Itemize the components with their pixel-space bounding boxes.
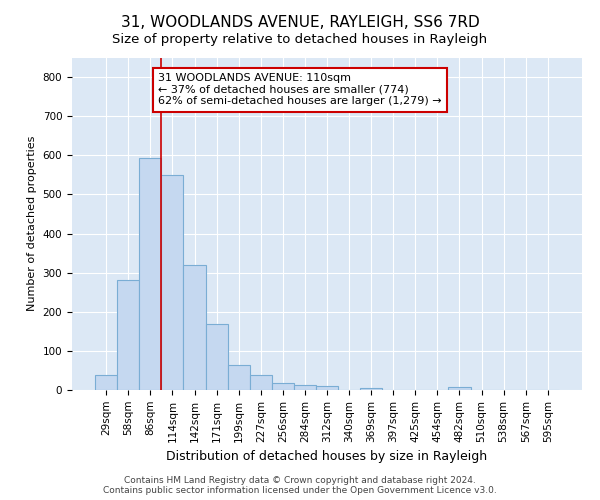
Bar bbox=[360, 388, 382, 390]
Bar bbox=[448, 387, 470, 390]
Text: 31, WOODLANDS AVENUE, RAYLEIGH, SS6 7RD: 31, WOODLANDS AVENUE, RAYLEIGH, SS6 7RD bbox=[121, 15, 479, 30]
Bar bbox=[161, 175, 184, 390]
Bar bbox=[95, 375, 117, 390]
Bar bbox=[117, 280, 139, 390]
Bar bbox=[206, 324, 227, 390]
Y-axis label: Number of detached properties: Number of detached properties bbox=[27, 136, 37, 312]
Text: Contains HM Land Registry data © Crown copyright and database right 2024.
Contai: Contains HM Land Registry data © Crown c… bbox=[103, 476, 497, 495]
Bar bbox=[250, 375, 272, 390]
Bar bbox=[316, 386, 338, 390]
Bar bbox=[139, 158, 161, 390]
Text: Size of property relative to detached houses in Rayleigh: Size of property relative to detached ho… bbox=[112, 32, 488, 46]
Bar bbox=[272, 383, 294, 390]
X-axis label: Distribution of detached houses by size in Rayleigh: Distribution of detached houses by size … bbox=[166, 450, 488, 463]
Bar bbox=[184, 265, 206, 390]
Bar bbox=[294, 386, 316, 390]
Text: 31 WOODLANDS AVENUE: 110sqm
← 37% of detached houses are smaller (774)
62% of se: 31 WOODLANDS AVENUE: 110sqm ← 37% of det… bbox=[158, 73, 442, 106]
Bar bbox=[227, 364, 250, 390]
